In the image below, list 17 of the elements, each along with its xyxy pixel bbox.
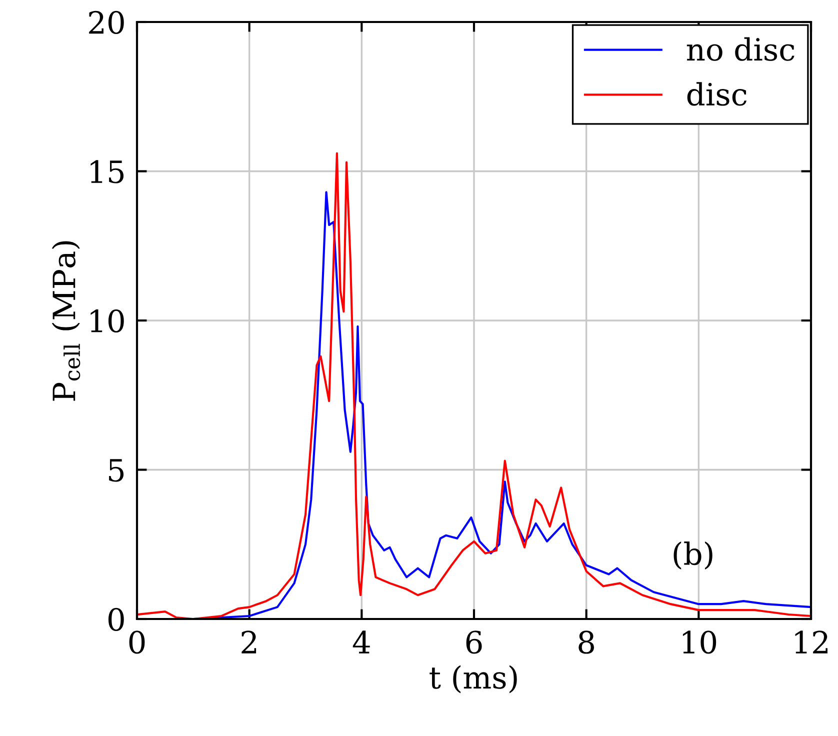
y-tick-label: 10: [90, 309, 124, 333]
legend-label: disc: [687, 82, 747, 106]
y-tick-label: 5: [109, 459, 124, 482]
legend-label: no disc: [686, 37, 794, 61]
x-tick-label: 8: [578, 630, 594, 654]
y-tick-label: 15: [90, 160, 124, 184]
x-tick-label: 6: [466, 630, 482, 654]
annotation: (b): [674, 542, 712, 570]
x-tick-label: 12: [795, 630, 828, 654]
x-tick-label: 2: [242, 630, 256, 654]
x-tick-label: 10: [682, 630, 716, 654]
y-axis-title: P$_{cell}$ (MPa): [52, 241, 80, 401]
y-tick-label: 0: [108, 608, 124, 632]
x-axis-title: t (ms): [430, 665, 517, 694]
y-tick-label: 20: [89, 10, 124, 34]
x-tick-label: 4: [352, 630, 370, 654]
x-tick-label: 0: [129, 630, 145, 654]
